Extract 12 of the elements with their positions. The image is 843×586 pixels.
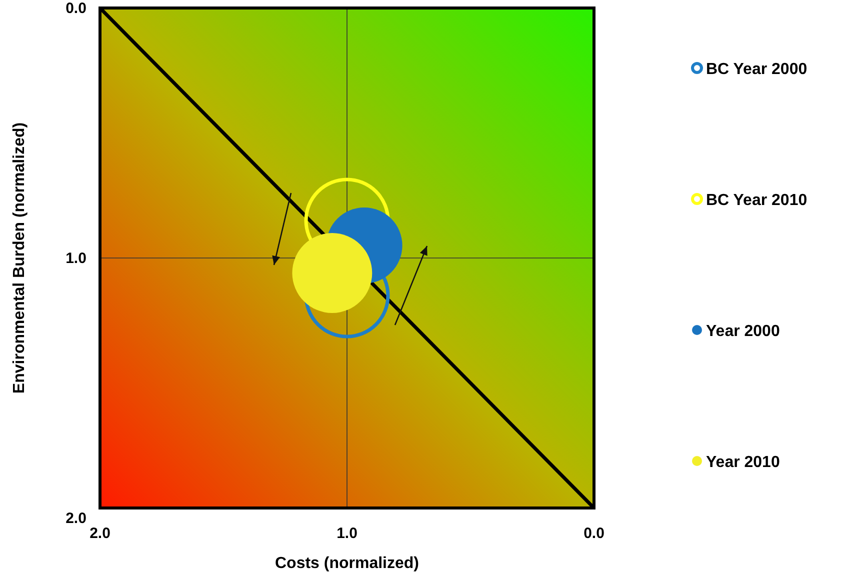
legend-label: Year 2000	[706, 323, 780, 340]
y-axis-title: Environmental Burden (normalized)	[11, 122, 28, 394]
legend-label: BC Year 2010	[706, 192, 808, 209]
x-tick-label: 1.0	[336, 525, 358, 542]
x-tick-label: 2.0	[90, 525, 110, 542]
y-tick-label: 1.0	[66, 250, 86, 267]
x-axis-title: Costs (normalized)	[274, 555, 420, 572]
y-tick-label: 0.0	[66, 0, 86, 17]
y-tick-label: 2.0	[66, 510, 86, 527]
legend-label: Year 2010	[706, 454, 780, 471]
x-tick-label: 0.0	[584, 525, 604, 542]
legend-label: BC Year 2000	[706, 61, 808, 78]
